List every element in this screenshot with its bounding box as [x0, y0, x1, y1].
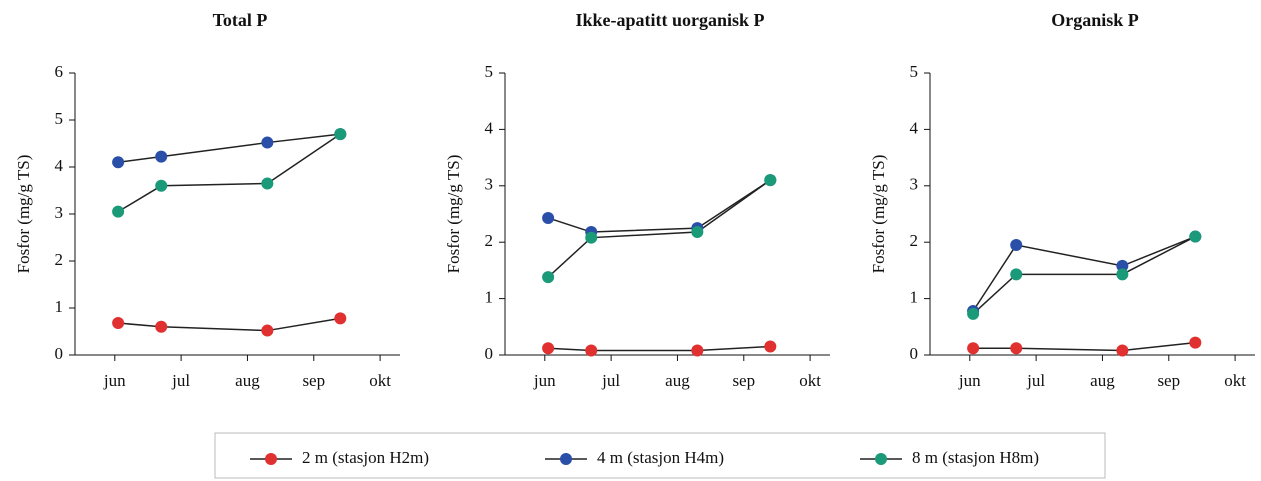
y-tick-label: 0	[485, 344, 494, 363]
legend-box	[214, 432, 1106, 479]
legend-marker	[265, 453, 277, 465]
y-tick-label: 5	[55, 109, 64, 128]
data-point	[967, 307, 980, 320]
y-tick-label: 0	[55, 344, 64, 363]
x-tick-label: okt	[369, 371, 391, 390]
data-point	[691, 344, 704, 357]
x-tick-label: jul	[171, 371, 190, 390]
x-tick-label: jul	[601, 371, 620, 390]
data-point	[261, 324, 274, 337]
data-point	[585, 231, 598, 244]
x-tick-label: jun	[958, 371, 981, 390]
legend-label: 2 m (stasjon H2m)	[302, 448, 429, 467]
series-line: 4 m (stasjon H4m)	[118, 133, 341, 164]
data-point	[112, 156, 125, 169]
legend-marker	[560, 453, 572, 465]
data-point	[1010, 268, 1023, 281]
data-point	[967, 342, 980, 355]
series-line: 2 m (stasjon H2m)	[548, 345, 771, 352]
x-tick-label: jun	[533, 371, 556, 390]
y-tick-label: 6	[55, 62, 64, 81]
x-tick-label: okt	[799, 371, 821, 390]
data-point	[334, 128, 347, 141]
data-point	[542, 211, 555, 224]
x-tick-label: sep	[1157, 371, 1180, 390]
data-point	[1010, 342, 1023, 355]
series-line: 8 m (stasjon H8m)	[972, 235, 1196, 315]
y-axis-label: Fosfor (mg/g TS)	[14, 155, 33, 274]
y-axis-label: Fosfor (mg/g TS)	[444, 155, 463, 274]
data-point	[1010, 239, 1023, 252]
x-tick-label: aug	[235, 371, 260, 390]
data-point	[764, 174, 777, 187]
data-point	[585, 344, 598, 357]
data-point	[542, 342, 555, 355]
y-tick-label: 2	[485, 231, 494, 250]
data-point	[334, 312, 347, 325]
y-tick-label: 2	[910, 231, 919, 250]
y-tick-label: 4	[910, 118, 919, 137]
y-tick-label: 3	[485, 175, 494, 194]
y-tick-label: 2	[55, 250, 64, 269]
x-tick-label: aug	[1090, 371, 1115, 390]
data-point	[112, 317, 125, 330]
y-tick-label: 3	[910, 175, 919, 194]
data-point	[155, 150, 168, 163]
series-line: 2 m (stasjon H2m)	[118, 317, 341, 332]
y-tick-label: 4	[485, 118, 494, 137]
data-point	[261, 136, 274, 149]
y-axis-label: Fosfor (mg/g TS)	[869, 155, 888, 274]
data-point	[1116, 344, 1129, 357]
x-tick-label: jun	[103, 371, 126, 390]
x-tick-label: aug	[665, 371, 690, 390]
series-line: 4 m (stasjon H4m)	[972, 235, 1196, 312]
x-tick-label: sep	[302, 371, 325, 390]
data-point	[691, 226, 704, 239]
data-point	[155, 320, 168, 333]
legend-label: 8 m (stasjon H8m)	[912, 448, 1039, 467]
y-tick-label: 0	[910, 344, 919, 363]
y-tick-label: 5	[910, 62, 919, 81]
y-tick-label: 5	[485, 62, 494, 81]
data-point	[1189, 230, 1202, 243]
y-tick-label: 4	[55, 156, 64, 175]
x-tick-label: okt	[1224, 371, 1246, 390]
series-line: 2 m (stasjon H2m)	[973, 341, 1196, 352]
x-tick-label: sep	[732, 371, 755, 390]
data-point	[542, 271, 555, 284]
data-point	[1116, 268, 1129, 281]
chart-title: Ikke-apatitt uorganisk P	[575, 10, 764, 30]
data-point	[112, 205, 125, 218]
legend-marker	[875, 453, 887, 465]
data-point	[155, 179, 168, 192]
y-tick-label: 1	[485, 288, 494, 307]
legend-label: 4 m (stasjon H4m)	[597, 448, 724, 467]
series-line: 8 m (stasjon H8m)	[547, 179, 771, 278]
chart-title: Total P	[213, 10, 268, 30]
x-tick-label: jul	[1026, 371, 1045, 390]
y-tick-label: 1	[910, 288, 919, 307]
series-line: 4 m (stasjon H4m)	[547, 179, 771, 233]
data-point	[1189, 336, 1202, 349]
data-point	[1116, 259, 1129, 272]
chart-title: Organisk P	[1051, 10, 1139, 30]
data-point	[764, 340, 777, 353]
data-point	[261, 177, 274, 190]
series-line: 8 m (stasjon H8m)	[117, 133, 341, 213]
y-tick-label: 1	[55, 297, 64, 316]
y-tick-label: 3	[55, 203, 64, 222]
